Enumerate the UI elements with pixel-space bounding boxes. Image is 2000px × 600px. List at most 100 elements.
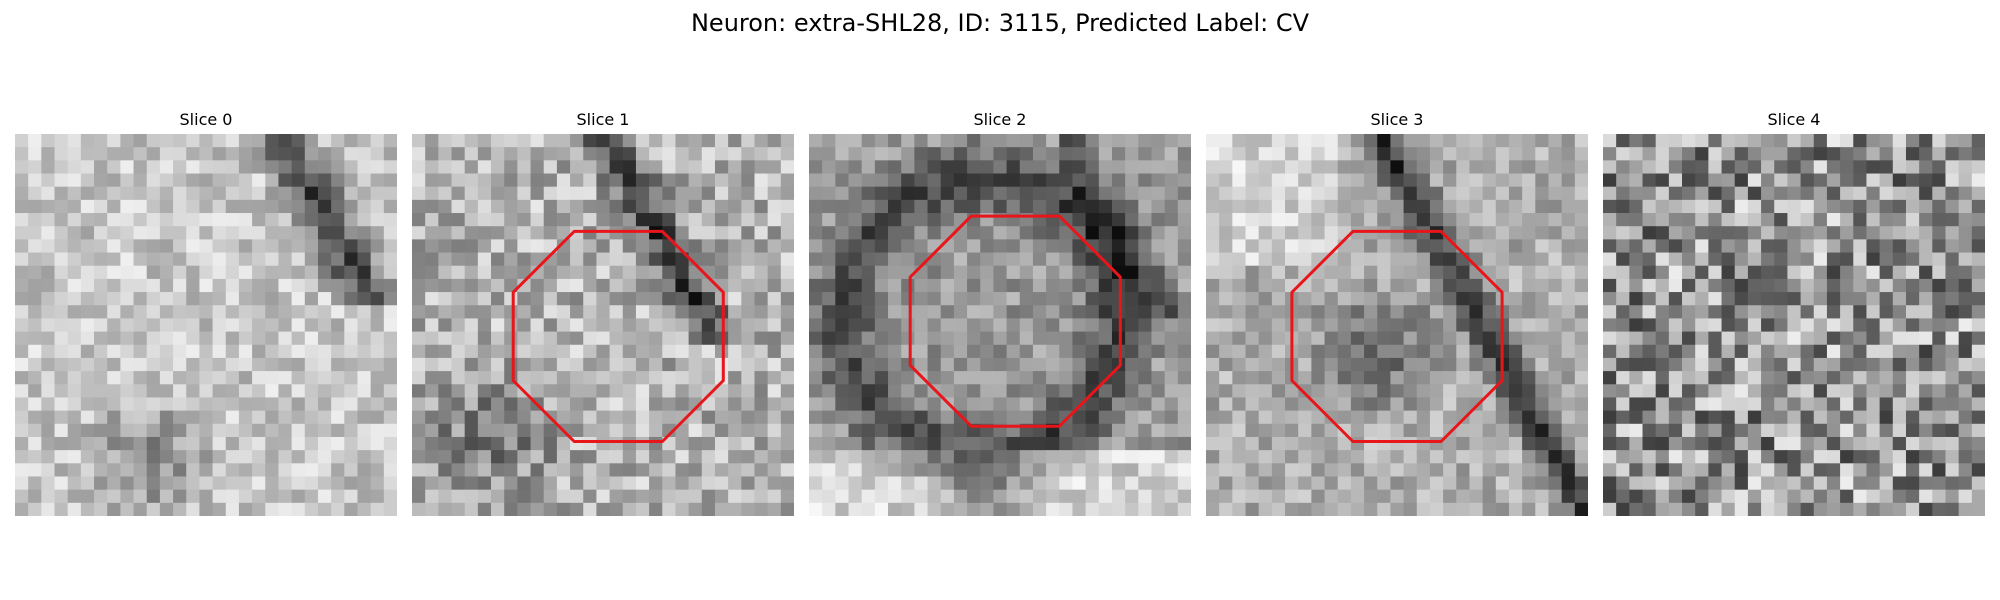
- image-pixel: [238, 357, 253, 372]
- image-pixel: [252, 147, 266, 161]
- image-pixel: [28, 134, 42, 148]
- image-pixel: [835, 226, 850, 240]
- image-pixel: [1734, 278, 1749, 293]
- image-pixel: [28, 173, 42, 188]
- image-pixel: [1443, 450, 1457, 464]
- image-pixel: [1522, 186, 1536, 201]
- image-pixel: [1298, 147, 1312, 161]
- image-pixel: [54, 357, 69, 372]
- image-pixel: [1006, 278, 1021, 293]
- image-pixel: [438, 423, 453, 438]
- image-pixel: [1390, 278, 1405, 293]
- image-pixel: [120, 384, 135, 399]
- image-pixel: [1245, 278, 1260, 293]
- image-pixel: [67, 160, 82, 175]
- image-pixel: [1151, 463, 1166, 478]
- image-pixel: [1324, 292, 1339, 306]
- image-pixel: [1324, 278, 1339, 293]
- image-pixel: [1747, 331, 1762, 346]
- image-pixel: [15, 292, 29, 306]
- image-pixel: [940, 292, 955, 306]
- image-pixel: [54, 423, 69, 438]
- image-pixel: [344, 305, 359, 320]
- image-pixel: [1019, 318, 1034, 333]
- image-pixel: [622, 239, 637, 254]
- image-pixel: [1416, 410, 1431, 425]
- image-pixel: [1311, 318, 1326, 333]
- image-pixel: [530, 489, 545, 504]
- image-pixel: [530, 160, 545, 175]
- image-pixel: [1655, 357, 1670, 372]
- image-pixel: [861, 160, 876, 175]
- image-pixel: [304, 134, 319, 148]
- image-pixel: [265, 239, 280, 254]
- image-pixel: [914, 476, 929, 491]
- image-pixel: [357, 450, 372, 464]
- image-pixel: [1813, 265, 1828, 280]
- image-pixel: [186, 278, 201, 293]
- image-pixel: [596, 423, 611, 438]
- image-pixel: [291, 239, 306, 254]
- image-pixel: [1813, 305, 1828, 320]
- image-pixel: [94, 357, 108, 372]
- image-pixel: [41, 318, 56, 333]
- image-pixel: [1098, 239, 1113, 254]
- image-pixel: [583, 199, 598, 214]
- image-pixel: [1721, 476, 1736, 491]
- image-pixel: [1245, 265, 1260, 280]
- image-pixel: [1285, 226, 1299, 240]
- segmentation-outline: [511, 229, 725, 443]
- image-pixel: [1390, 318, 1405, 333]
- image-pixel: [1787, 463, 1802, 478]
- image-pixel: [517, 292, 532, 306]
- image-pixel: [1429, 476, 1444, 491]
- image-pixel: [1655, 226, 1670, 240]
- image-pixel: [1866, 357, 1881, 372]
- image-pixel: [1866, 147, 1881, 161]
- image-pixel: [41, 331, 56, 346]
- image-pixel: [1125, 331, 1139, 346]
- image-pixel: [425, 331, 439, 346]
- image-pixel: [583, 160, 598, 175]
- image-pixel: [238, 331, 253, 346]
- image-pixel: [1958, 423, 1973, 438]
- image-pixel: [1695, 357, 1709, 372]
- image-pixel: [835, 134, 850, 148]
- image-pixel: [28, 213, 42, 227]
- image-pixel: [1616, 318, 1630, 333]
- image-pixel: [1721, 410, 1736, 425]
- image-pixel: [1219, 147, 1233, 161]
- image-pixel: [1603, 371, 1617, 385]
- image-pixel: [570, 344, 584, 359]
- image-pixel: [1747, 278, 1762, 293]
- image-pixel: [914, 292, 929, 306]
- image-pixel: [1655, 384, 1670, 399]
- image-pixel: [622, 305, 637, 320]
- image-pixel: [1482, 147, 1497, 161]
- image-pixel: [1561, 436, 1576, 451]
- image-pixel: [94, 199, 108, 214]
- image-pixel: [583, 134, 598, 148]
- image-pixel: [1245, 186, 1260, 201]
- image-pixel: [622, 423, 637, 438]
- image-pixel: [1271, 357, 1286, 372]
- image-pixel: [1508, 147, 1523, 161]
- image-pixel: [1232, 371, 1247, 385]
- image-pixel: [133, 278, 148, 293]
- image-pixel: [993, 489, 1008, 504]
- image-pixel: [1495, 502, 1510, 516]
- image-pixel: [1072, 305, 1087, 320]
- image-pixel: [914, 278, 929, 293]
- image-pixel: [530, 213, 545, 227]
- image-pixel: [344, 278, 359, 293]
- image-pixel: [107, 173, 121, 188]
- image-pixel: [1245, 239, 1260, 254]
- image-pixel: [370, 489, 385, 504]
- image-pixel: [967, 476, 981, 491]
- image-pixel: [993, 173, 1008, 188]
- image-pixel: [1508, 423, 1523, 438]
- image-pixel: [15, 476, 29, 491]
- image-pixel: [1085, 173, 1100, 188]
- image-pixel: [225, 252, 240, 267]
- image-pixel: [1548, 344, 1563, 359]
